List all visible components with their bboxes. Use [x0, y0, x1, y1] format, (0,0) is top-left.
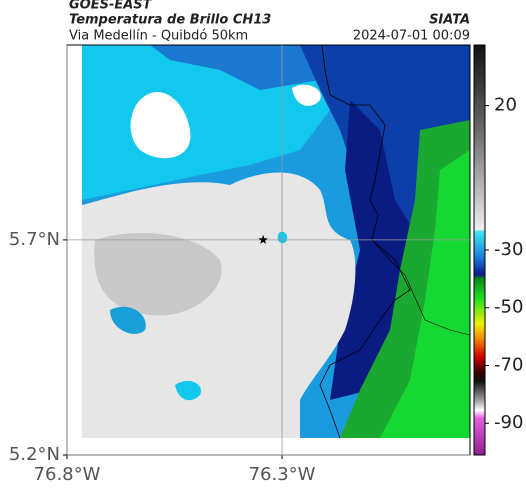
colorbar	[473, 44, 486, 456]
subtitle: Via Medellín - Quibdó 50km	[69, 29, 248, 44]
colorbar-tick-label: -70	[494, 354, 523, 375]
x-tick-label: 76.8°W	[34, 464, 101, 485]
location-marker	[258, 234, 268, 244]
colorbar-tick-label: 20	[494, 95, 517, 116]
title: Temperatura de Brillo CH13	[69, 13, 271, 28]
supertitle: GOES-EAST	[69, 0, 153, 13]
y-tick-label: 5.2°N	[9, 444, 60, 465]
colorbar-tick-label: -90	[494, 412, 523, 433]
colorbar-tick-label: -50	[494, 297, 523, 318]
colorbar-tick-label: -30	[494, 239, 523, 260]
satellite-image	[67, 45, 470, 455]
source: SIATA	[429, 13, 470, 28]
x-tick-label: 76.3°W	[249, 464, 316, 485]
timestamp: 2024-07-01 00:09	[353, 29, 470, 44]
y-tick-label: 5.7°N	[9, 229, 60, 250]
